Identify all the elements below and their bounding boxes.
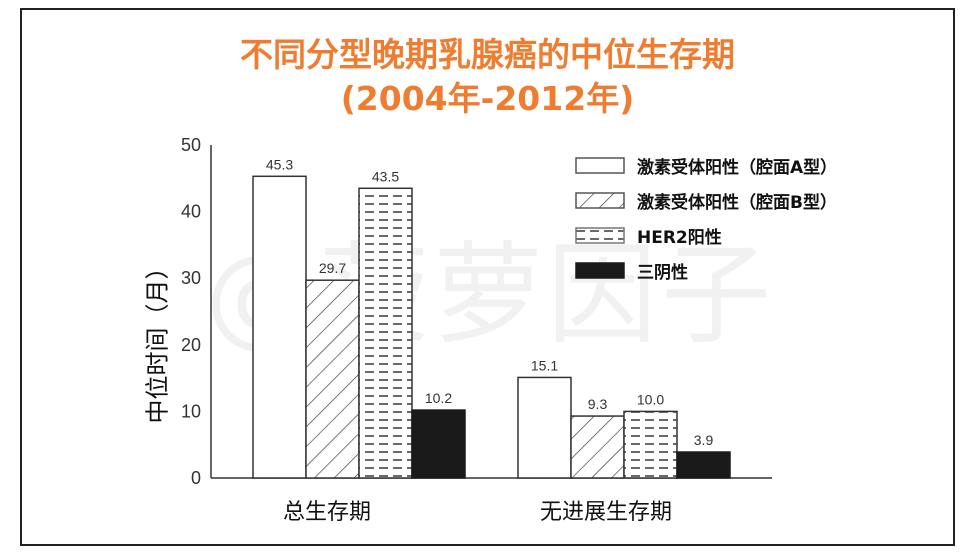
legend-swatch-hatch [575,192,625,209]
legend-swatch-dashed [575,227,625,244]
bar-value-label: 10.0 [637,391,664,407]
bar [305,279,360,479]
bar-value-label: 45.3 [266,156,293,172]
bar [623,410,678,479]
legend-label: 激素受体阳性（腔面B型） [637,193,837,213]
bar-value-label: 3.9 [694,432,714,448]
x-category-progression-free-survival: 无进展生存期 [540,500,673,525]
bar [570,415,625,479]
legend: 激素受体阳性（腔面A型） 激素受体阳性（腔面B型） HER2阳性 三阴性 [575,148,837,288]
legend-item-luminal-b: 激素受体阳性（腔面B型） [575,183,837,218]
y-tick-label: 0 [191,468,201,488]
legend-label: 三阴性 [637,263,688,283]
axes: 0 10 20 30 40 50 [181,135,772,488]
bar-value-label: 43.5 [372,168,399,184]
x-category-overall-survival: 总生存期 [283,500,372,525]
bar-value-label: 15.1 [531,357,558,373]
bar [252,175,307,479]
y-tick-label: 40 [181,202,201,222]
legend-item-luminal-a: 激素受体阳性（腔面A型） [575,148,837,183]
bar-value-label: 29.7 [319,260,346,276]
y-tick-label: 20 [181,335,201,355]
chart-title: 不同分型晚期乳腺癌的中位生存期 [240,35,735,74]
bar-value-label: 10.2 [425,390,452,406]
bar [411,409,466,479]
legend-swatch-white [575,157,625,174]
chart-subtitle: (2004年-2012年) [340,79,635,118]
bar [517,376,572,479]
y-tick-label: 10 [181,401,201,421]
legend-swatch-black [575,262,625,279]
legend-item-her2: HER2阳性 [575,218,837,253]
y-tick-label: 30 [181,268,201,288]
bars: 45.3 29.7 43.5 10.2 15.1 9.3 10.0 3.9 [252,156,731,479]
bar [358,187,413,479]
legend-label: HER2阳性 [637,228,722,248]
bar-value-label: 9.3 [588,396,608,412]
bar [676,451,731,479]
legend-label: 激素受体阳性（腔面A型） [637,158,838,178]
legend-item-triple-negative: 三阴性 [575,253,837,288]
chart-frame [20,8,955,546]
y-tick-label: 50 [181,135,201,155]
